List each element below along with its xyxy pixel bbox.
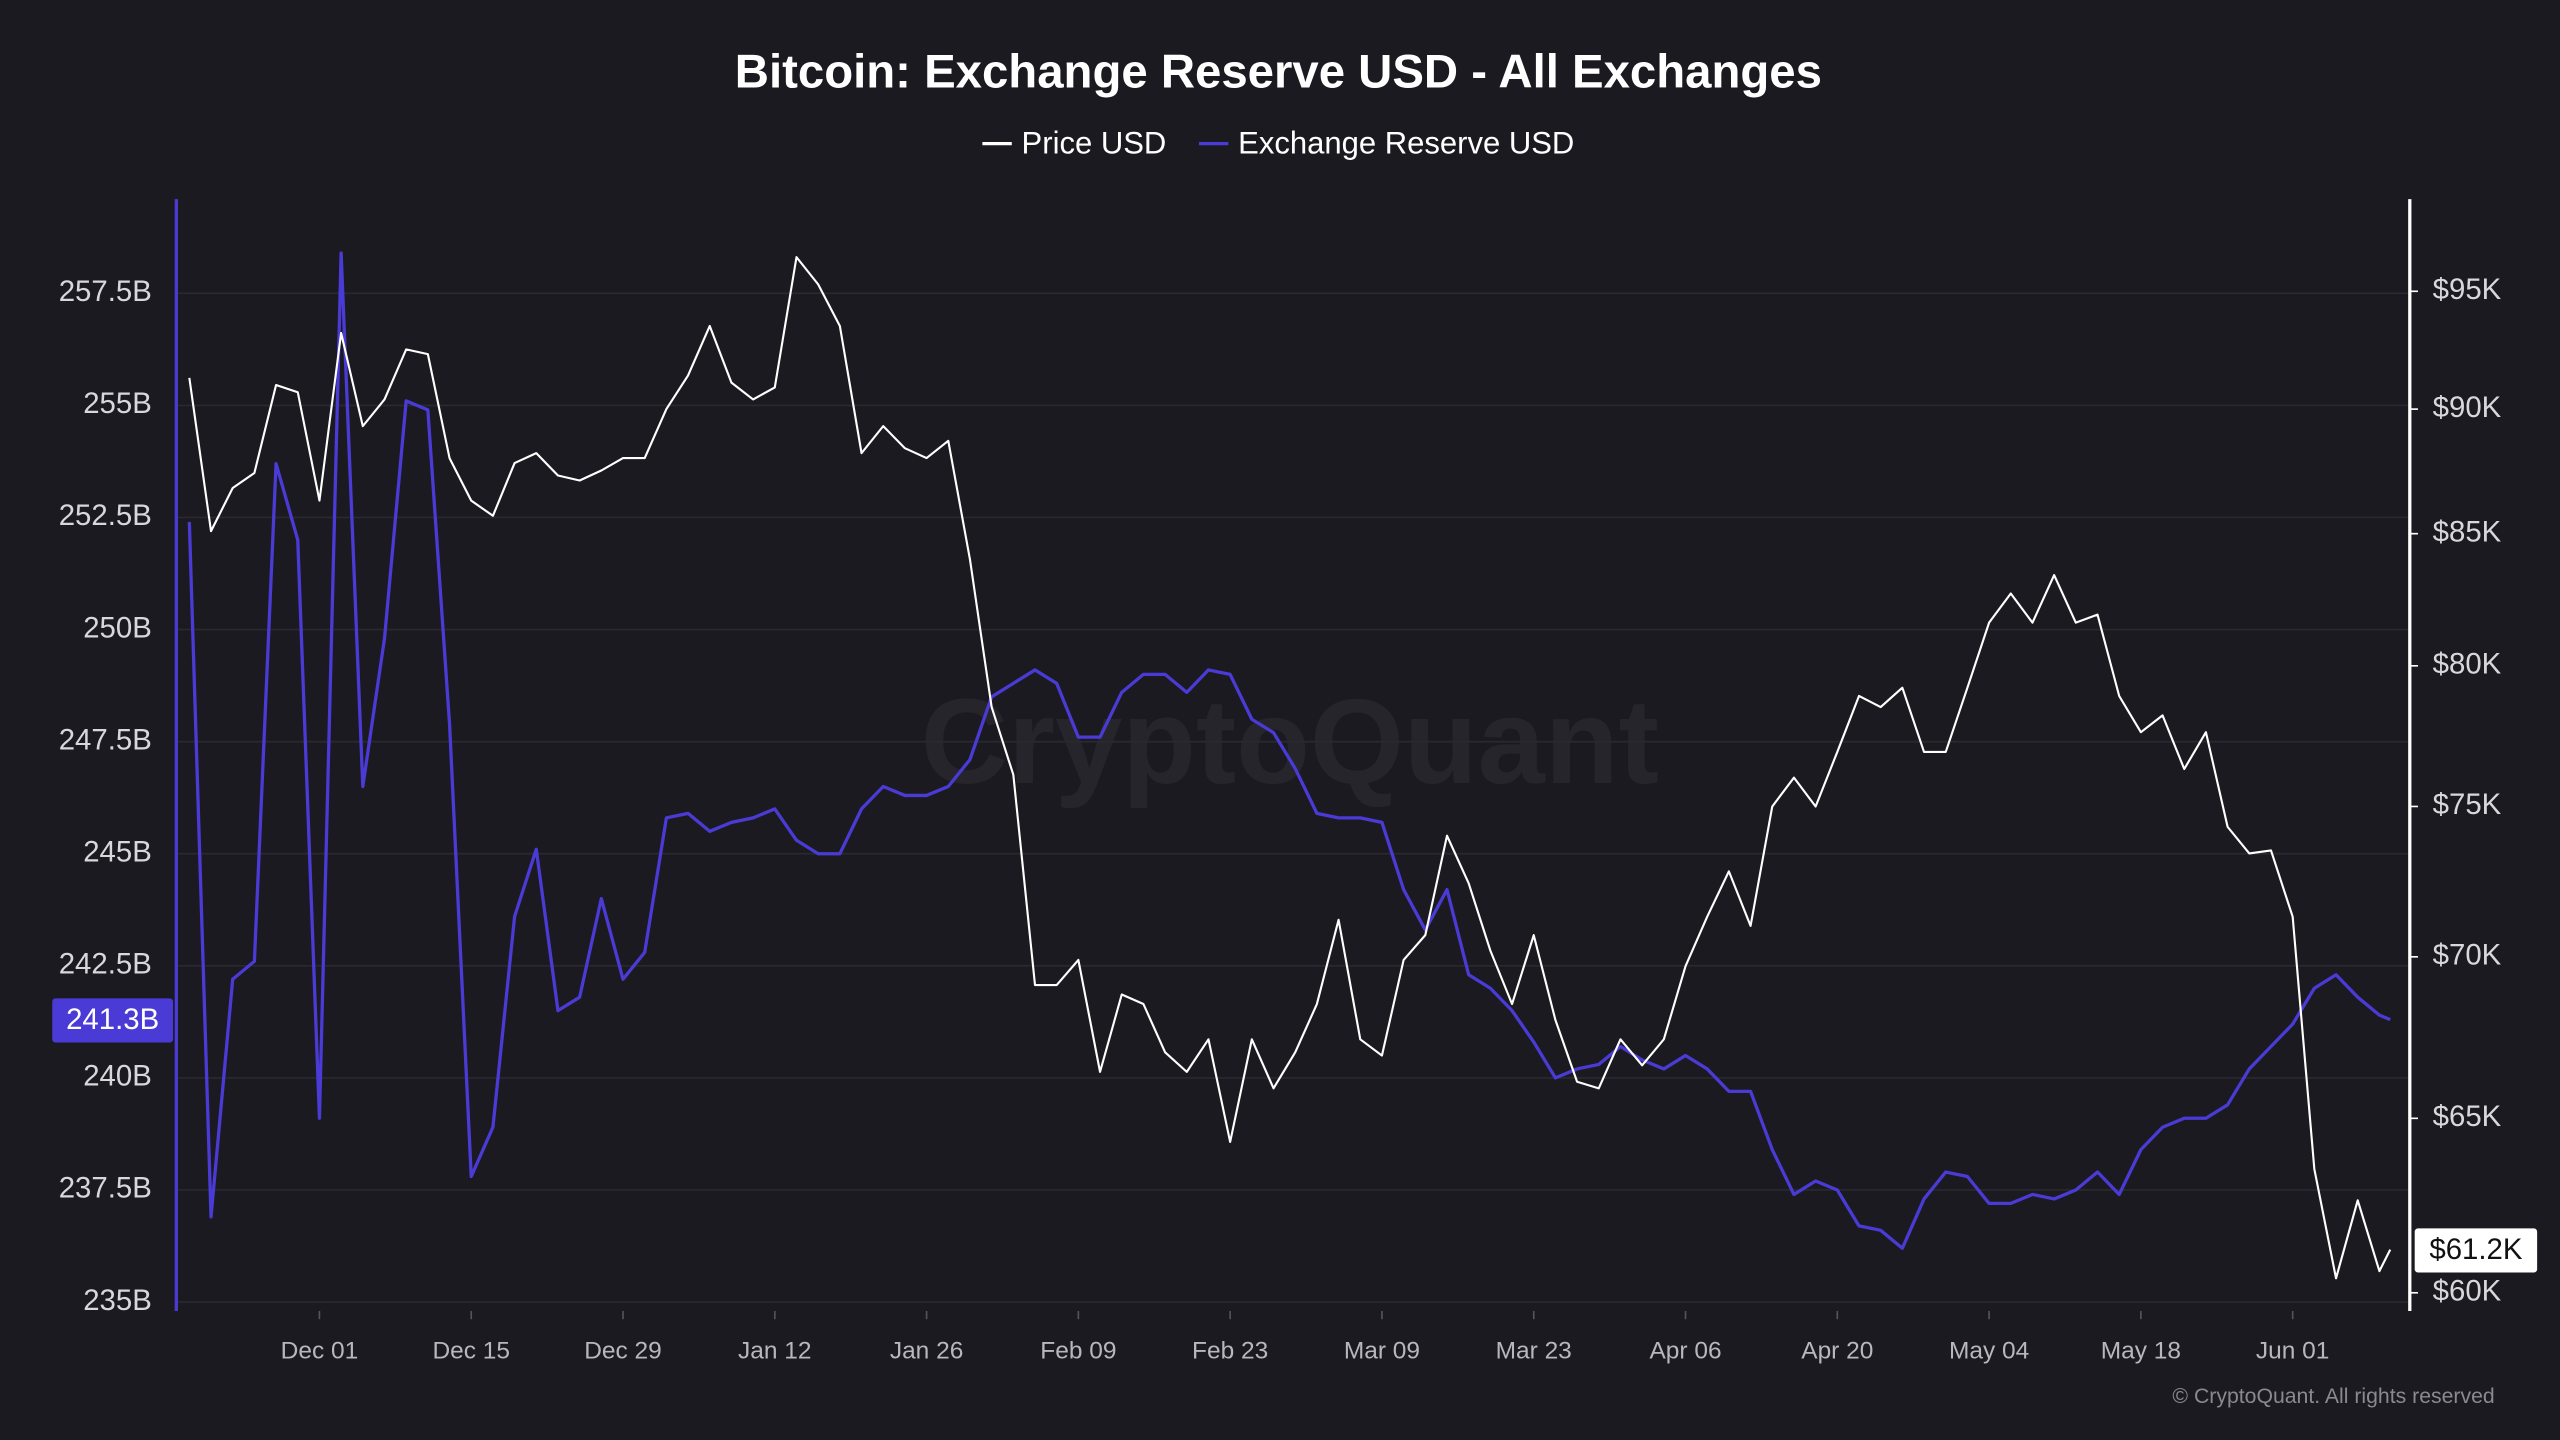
x-tick-label: May 18: [2101, 1337, 2181, 1364]
chart-title: Bitcoin: Exchange Reserve USD - All Exch…: [735, 46, 1822, 99]
y2-tick-label: $75K: [2433, 788, 2502, 821]
x-tick-label: Jan 12: [738, 1337, 811, 1364]
y2-tick-label: $65K: [2433, 1100, 2502, 1133]
series-line: [188, 256, 2392, 1280]
y-tick-label: 235B: [83, 1284, 152, 1317]
value-label: 241.3B: [66, 1003, 159, 1036]
x-tick-label: Jan 26: [890, 1337, 963, 1364]
x-tick-label: Jun 01: [2256, 1337, 2329, 1364]
legend: Price USD Exchange Reserve USD: [982, 125, 1574, 160]
y-tick-label: 240B: [83, 1060, 152, 1093]
x-tick-label: Apr 06: [1649, 1337, 1721, 1364]
legend-item: Exchange Reserve USD: [1198, 125, 1574, 160]
y2-tick-label: $90K: [2433, 391, 2502, 424]
y-tick-label: 252.5B: [59, 499, 152, 532]
x-tick-label: Feb 23: [1192, 1337, 1268, 1364]
x-tick-label: Dec 29: [584, 1337, 662, 1364]
y-tick-label: 255B: [83, 387, 152, 420]
value-badge: [2414, 1228, 2538, 1273]
y2-tick-label: $85K: [2433, 515, 2502, 548]
y2-tick-label: $80K: [2433, 648, 2502, 681]
x-tick-label: Apr 20: [1801, 1337, 1873, 1364]
y2-tick-label: $60K: [2433, 1275, 2502, 1308]
legend-item: Price USD: [982, 125, 1166, 160]
y2-tick-label: $95K: [2433, 273, 2502, 306]
x-tick-label: Mar 23: [1496, 1337, 1572, 1364]
value-label: $61.2K: [2429, 1233, 2523, 1266]
x-tick-label: Dec 15: [432, 1337, 510, 1364]
x-tick-label: Mar 09: [1344, 1337, 1420, 1364]
x-tick-label: Feb 09: [1040, 1337, 1116, 1364]
y-tick-label: 257.5B: [59, 275, 152, 308]
series-line: [187, 251, 2391, 1250]
y-tick-label: 250B: [83, 611, 152, 644]
x-tick-label: May 04: [1949, 1337, 2029, 1364]
copyright: © CryptoQuant. All rights reserved: [2172, 1385, 2494, 1408]
y2-tick-label: $70K: [2433, 939, 2502, 972]
value-badge: [52, 998, 174, 1043]
y-tick-label: 242.5B: [59, 948, 152, 981]
y-tick-label: 237.5B: [59, 1172, 152, 1205]
y-tick-label: 247.5B: [59, 723, 152, 756]
legend-label: Exchange Reserve USD: [1238, 125, 1574, 160]
y-tick-label: 245B: [83, 835, 152, 868]
legend-label: Price USD: [1022, 125, 1167, 160]
x-tick-label: Dec 01: [281, 1337, 359, 1364]
